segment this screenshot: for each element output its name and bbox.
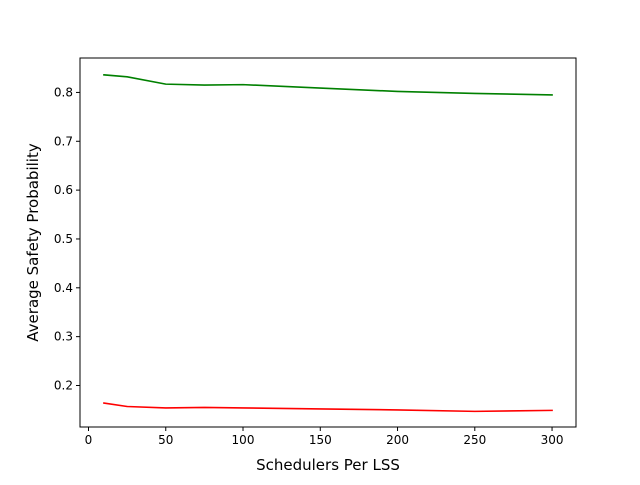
x-tick-label: 0 — [85, 433, 93, 447]
x-tick-label: 150 — [309, 433, 332, 447]
x-tick-label: 200 — [386, 433, 409, 447]
plot-frame — [79, 57, 577, 428]
series-line-2 — [103, 402, 553, 413]
x-tick-label: 300 — [541, 433, 564, 447]
y-tick-label: 0.3 — [54, 330, 73, 344]
y-axis-ticks: 0.2 0.3 0.4 0.5 0.6 0.7 0.8 — [54, 85, 80, 392]
y-tick-label: 0.7 — [54, 134, 73, 148]
series-line-1 — [103, 73, 553, 96]
y-tick-label: 0.2 — [54, 378, 73, 392]
x-tick-label: 100 — [232, 433, 255, 447]
series-layer — [103, 73, 553, 413]
x-axis-ticks: 0 50 100 150 200 250 300 — [85, 427, 564, 447]
x-axis-title: Schedulers Per LSS — [256, 456, 400, 474]
y-tick-label: 0.4 — [54, 281, 73, 295]
x-tick-label: 50 — [158, 433, 173, 447]
x-tick-label: 250 — [463, 433, 486, 447]
y-tick-label: 0.8 — [54, 85, 73, 99]
y-tick-label: 0.5 — [54, 232, 73, 246]
y-tick-label: 0.6 — [54, 183, 73, 197]
y-axis-title: Average Safety Probability — [24, 143, 42, 342]
